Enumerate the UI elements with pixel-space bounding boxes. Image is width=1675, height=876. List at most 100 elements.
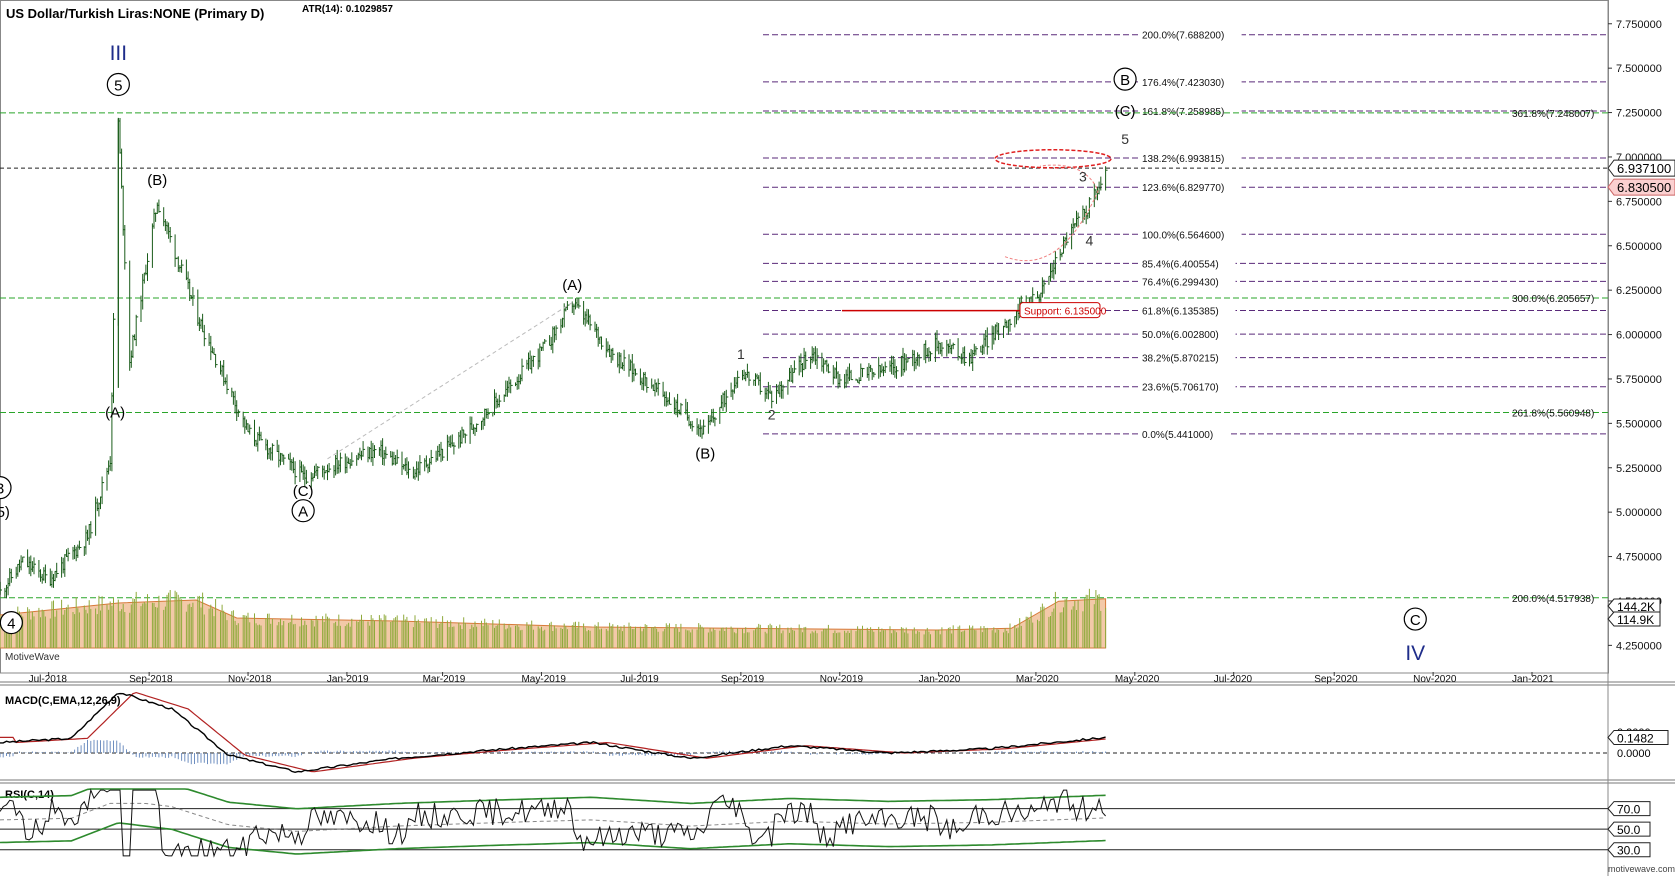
x-axis: Jul-2018 Sep-2018 Nov-2018 Jan-2019 Mar-2019… (29, 672, 1554, 685)
motivewave-logo: MotiveWave (5, 652, 60, 663)
wave-connector (327, 302, 573, 460)
wave-label: (B) (147, 172, 167, 189)
rsi-level-text: 70.0 (1617, 803, 1641, 817)
rsi-panel: RSI(C,14) 70.0 50.0 30.0 (0, 788, 1651, 858)
fib-label-bg (1140, 275, 1236, 288)
fib-label: 138.2%(6.993815) (1142, 154, 1224, 165)
fib-label-bg (1140, 380, 1236, 393)
wave-label: (C) (1115, 103, 1136, 120)
x-tick-label: Mar-2019 (423, 674, 466, 685)
wave-labels: III 5 (B) (A) (C) A (A) (B) 1 2 3 4 5 (C) B C IV 3 5) 4 (0, 42, 1427, 665)
wave-label: 5 (1121, 131, 1129, 147)
x-tick-label: Jan-2021 (1512, 674, 1554, 685)
wave-label: (C) (293, 483, 314, 500)
y-tick-label: 6.500000 (1616, 241, 1662, 253)
x-tick-label: Jul-2019 (620, 674, 659, 685)
macd-line (0, 692, 1106, 774)
target-zone-ellipse (994, 148, 1112, 169)
support-label-text: Support: 6.135000 (1024, 307, 1107, 318)
x-tick-label: Nov-2019 (820, 674, 864, 685)
wave-circle (1403, 607, 1427, 631)
price-tag-text: 6.937100 (1617, 161, 1671, 176)
rsi-level-text: 50.0 (1617, 823, 1641, 837)
price-series (0, 117, 1108, 599)
wave-circle (0, 476, 12, 500)
wave-label: 3 (0, 481, 4, 498)
fib-label: 61.8%(6.135385) (1142, 307, 1219, 318)
x-tick-label: Sep-2018 (129, 674, 173, 685)
wave-circle (0, 611, 23, 635)
macd-value-text: 0.1482 (1617, 731, 1654, 745)
wave-label: 5) (0, 504, 10, 521)
y-tick-label: 5.250000 (1616, 463, 1662, 475)
price-tag (1607, 178, 1675, 196)
fib-label-bg (1140, 75, 1242, 88)
wave-label: 5 (114, 77, 122, 94)
price-tag-text: 6.830500 (1617, 180, 1671, 195)
fib-label-bg (1140, 351, 1236, 364)
rsi-line (0, 788, 1106, 858)
fib-label: 23.6%(5.706170) (1142, 383, 1219, 394)
y-tick-label: 7.750000 (1616, 19, 1662, 31)
x-tick-label: May-2020 (1115, 674, 1160, 685)
y-tick-label: 5.500000 (1616, 418, 1662, 430)
volume-tag-text: 144.2K (1617, 600, 1655, 614)
y-tick-label: 6.000000 (1616, 330, 1662, 342)
y-tick-label: 7.500000 (1616, 63, 1662, 75)
y-tick-label: 4.250000 (1616, 640, 1662, 652)
rsi-title: RSI(C,14) (5, 789, 54, 801)
y-tick-label: 5.000000 (1616, 507, 1662, 519)
fib-label-bg (1140, 257, 1236, 270)
volume-tag (1607, 611, 1661, 627)
fib-label-bg (1140, 28, 1242, 41)
wave-label: (A) (562, 277, 582, 294)
site-watermark: motivewave.com (1608, 864, 1675, 874)
y-tick-label: 6.750000 (1616, 196, 1662, 208)
macd-y-label: 0.0000 (1617, 748, 1651, 760)
fib-label: 200.0%(7.688200) (1142, 31, 1224, 42)
fib-label-bg (1140, 328, 1236, 341)
green-level-label: 200.0%(4.517938) (1512, 594, 1594, 605)
price-tag (1607, 159, 1675, 177)
x-tick-label: Nov-2020 (1413, 674, 1457, 685)
macd-value-tag (1607, 729, 1669, 745)
fib-label-bg (1140, 427, 1230, 440)
support-label: Support: 6.135000 (1019, 302, 1107, 319)
chart-title: US Dollar/Turkish Liras:NONE (Primary D) (6, 6, 265, 21)
fib-label: 100.0%(6.564600) (1142, 230, 1224, 241)
atr-readout: ATR(14): 0.1029857 (302, 4, 393, 15)
x-tick-label: Sep-2019 (721, 674, 765, 685)
wave-label: 3 (1079, 168, 1087, 184)
y-tick-label: 7.250000 (1616, 108, 1662, 120)
rsi-level-tag (1607, 801, 1651, 817)
x-tick-label: Jul-2020 (1214, 674, 1253, 685)
wave-label: B (1120, 72, 1130, 89)
wave-circle (1113, 67, 1137, 91)
y-tick-label: 5.750000 (1616, 374, 1662, 386)
rsi-upper-band (0, 788, 1106, 810)
wave-label: C (1410, 612, 1421, 629)
wave-label: 4 (1086, 232, 1094, 248)
rsi-level-tag (1607, 842, 1651, 858)
macd-title: MACD(C,EMA,12,26,9) (5, 695, 121, 707)
volume-tag-text: 114.9K (1617, 613, 1654, 627)
y-axis: 7.7500007.5000007.2500007.0000006.750000… (1608, 19, 1662, 652)
fib-label: 76.4%(6.299430) (1142, 277, 1219, 288)
x-tick-label: Sep-2020 (1314, 674, 1358, 685)
rsi-lower-band (0, 822, 1106, 855)
x-tick-label: Nov-2018 (228, 674, 272, 685)
y-tick-label: 6.250000 (1616, 285, 1662, 297)
volume (0, 588, 1107, 649)
green-levels: 361.8%(7.248007) 300.0%(6.205657) 261.8%(5… (0, 109, 1608, 605)
wave-label: 1 (737, 346, 745, 362)
green-level-label: 300.0%(6.205657) (1512, 294, 1594, 305)
wave-label: IV (1405, 642, 1425, 665)
volume-tag (1607, 598, 1661, 614)
fib-label: 85.4%(6.400554) (1142, 259, 1219, 270)
target-zone-arc (1004, 164, 1099, 262)
rsi-level-tag (1607, 821, 1651, 837)
fib-label: 0.0%(5.441000) (1142, 430, 1213, 441)
